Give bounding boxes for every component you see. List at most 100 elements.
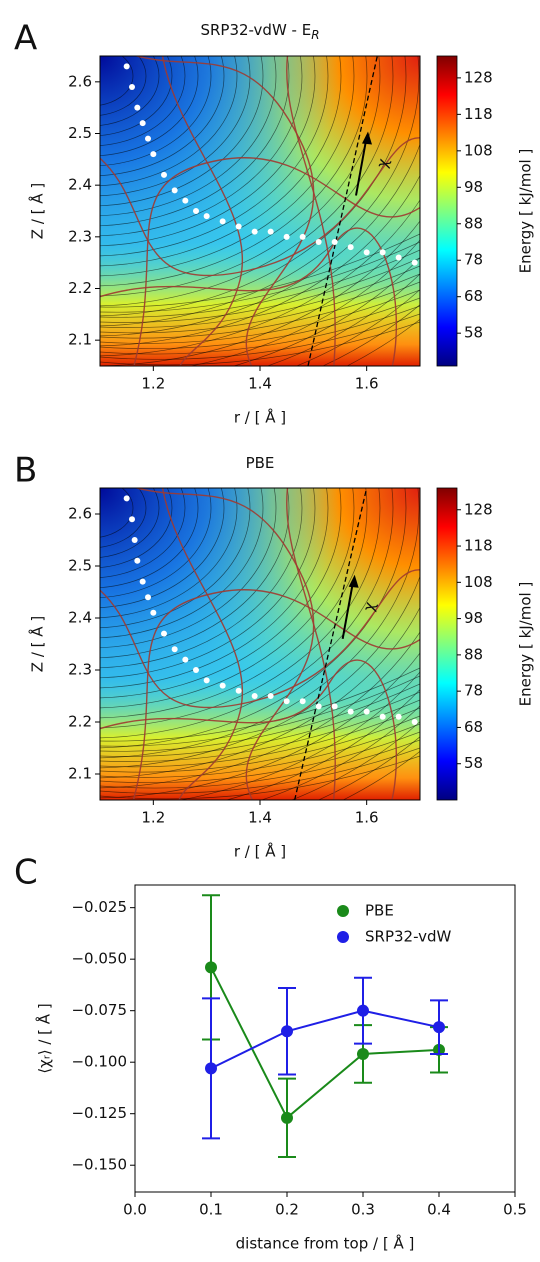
- y-axis-label: Z / [ Å ]: [28, 616, 47, 672]
- point: [205, 961, 217, 974]
- contour-line: [100, 56, 212, 167]
- contour-line: [100, 56, 199, 156]
- colorbar-tick-label: 98: [464, 609, 483, 627]
- contour-line: [100, 723, 420, 778]
- contour-line: [100, 488, 316, 679]
- surface: χ: [100, 488, 420, 800]
- contour-line: [100, 488, 186, 578]
- contour-line: [100, 488, 407, 749]
- path-point: [129, 84, 135, 90]
- trajectory: [132, 589, 420, 800]
- y-axis-label: ⟨χᵣ⟩ / [ Å ]: [35, 1003, 54, 1073]
- colorbar-tick-label: 78: [464, 251, 483, 269]
- path-point: [251, 693, 258, 699]
- colorbar-label: Energy [ kJ/mol ]: [517, 582, 535, 707]
- y-tick-label: 2.1: [68, 331, 92, 349]
- path-point: [150, 609, 157, 616]
- panel-label: A: [14, 19, 37, 59]
- path-point: [299, 698, 306, 705]
- path-point: [235, 687, 242, 694]
- contour-line: [100, 56, 147, 116]
- contour-line: [100, 241, 420, 313]
- contour-line: [100, 488, 329, 689]
- trajectory: [161, 488, 243, 800]
- contour-line: [100, 488, 368, 719]
- y-tick-label: 2.5: [68, 124, 92, 142]
- contour-line: [100, 488, 173, 568]
- y-tick-label: −0.025: [71, 898, 127, 916]
- contour-line: [100, 305, 420, 355]
- path-point: [395, 713, 402, 720]
- contour-line: [100, 488, 251, 629]
- path-point: [299, 233, 306, 240]
- x-tick-label: 1.6: [355, 375, 379, 393]
- path-point: [139, 578, 146, 585]
- trajectory: [100, 137, 420, 277]
- x-axis-label: r / [ Å ]: [234, 842, 286, 861]
- contour-line: [100, 488, 147, 548]
- title-subscript: R: [311, 28, 319, 42]
- y-tick-label: 2.3: [68, 661, 92, 679]
- path-point: [193, 208, 199, 214]
- contour-line: [100, 281, 420, 339]
- colorbar-tick-label: 128: [464, 500, 493, 518]
- path-point: [363, 708, 370, 715]
- colorbar-tick-label: 118: [464, 537, 493, 555]
- contour-line: [100, 56, 342, 267]
- x-tick-label: 1.4: [248, 375, 272, 393]
- contour-line: [100, 667, 420, 742]
- contour-line: [100, 321, 420, 366]
- trajectory: [134, 56, 315, 366]
- x-tick-label: 0.5: [503, 1201, 527, 1219]
- contour-line: [100, 488, 303, 669]
- path-point: [182, 656, 189, 663]
- legend-label: SRP32-vdW: [365, 928, 451, 946]
- contour-line: [100, 488, 199, 588]
- contour-line: [100, 488, 342, 699]
- path-point: [283, 233, 290, 240]
- colorbar-tick-label: 108: [464, 573, 493, 591]
- path-point: [331, 239, 338, 245]
- path-point: [331, 703, 338, 710]
- path-point: [315, 239, 322, 245]
- colorbar-tick-label: 108: [464, 141, 493, 159]
- x-tick-label: 0.2: [275, 1201, 299, 1219]
- contour-line: [100, 488, 225, 609]
- path-point: [235, 223, 242, 230]
- path-point: [145, 135, 151, 142]
- colorbar-tick-label: 68: [464, 287, 483, 305]
- path-point: [219, 682, 226, 689]
- colorbar-tick-label: 88: [464, 214, 483, 232]
- colorbar-tick-label: 68: [464, 718, 483, 736]
- colorbar-tick-label: 88: [464, 645, 483, 663]
- contour-line: [100, 56, 160, 126]
- contour-line: [100, 707, 420, 768]
- contour-line: [100, 488, 238, 619]
- trajectory: [161, 56, 243, 366]
- title-text: SRP32-vdW - E: [200, 21, 311, 39]
- path-point: [161, 171, 167, 178]
- path-point: [203, 213, 210, 220]
- contour-line: [100, 488, 264, 639]
- contour-line: [100, 488, 290, 659]
- contour-line: [100, 56, 134, 106]
- path-point: [161, 630, 167, 637]
- y-tick-label: −0.125: [71, 1104, 127, 1122]
- contour-line: [100, 56, 225, 177]
- contour-line: [100, 56, 420, 327]
- contour-line: [100, 739, 420, 789]
- y-tick-label: 2.5: [68, 557, 92, 575]
- contour-line: [100, 56, 316, 247]
- colorbar: [436, 55, 458, 367]
- path-point: [203, 677, 210, 684]
- path-point: [182, 197, 189, 204]
- contour-line: [100, 675, 420, 747]
- contour-line: [100, 56, 238, 187]
- path-point: [123, 495, 130, 502]
- legend-label: PBE: [365, 902, 394, 920]
- path-point: [171, 646, 178, 653]
- axes-frame: [134, 884, 516, 1193]
- x-tick-label: 0.1: [199, 1201, 223, 1219]
- path-point: [131, 537, 138, 543]
